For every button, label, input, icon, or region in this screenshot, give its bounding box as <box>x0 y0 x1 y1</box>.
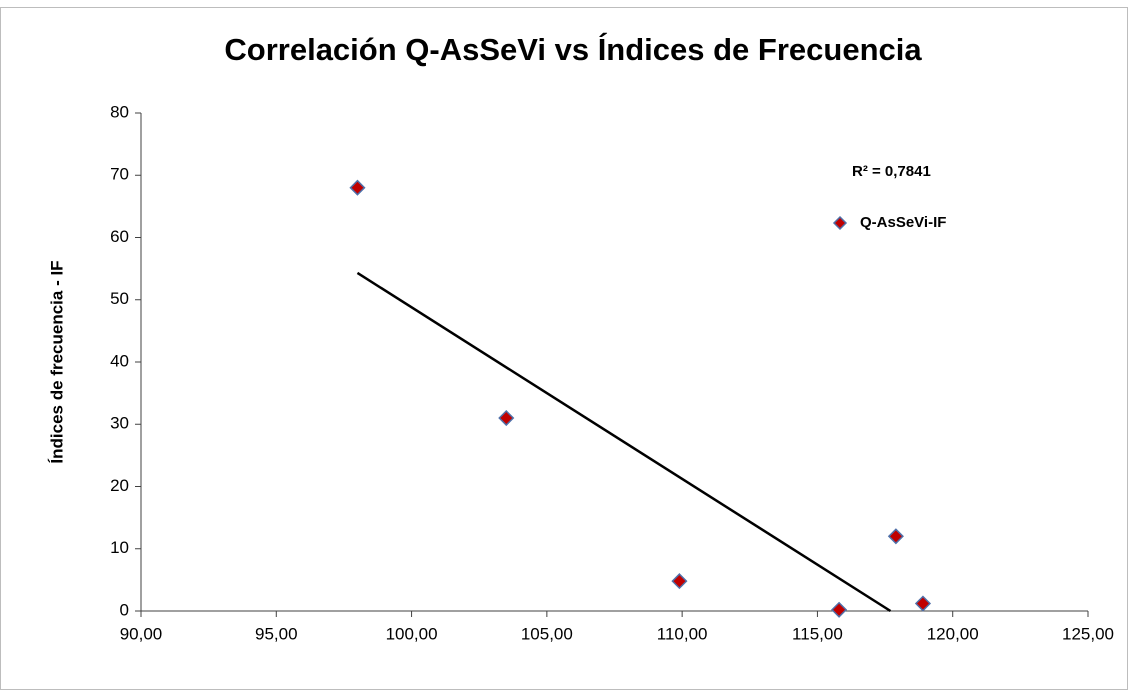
x-tick-label: 110,00 <box>657 624 708 643</box>
y-tick-label: 80 <box>110 102 129 121</box>
scatter-point <box>349 179 366 196</box>
scatter-point <box>914 595 932 612</box>
y-axis-label: Índices de frecuencia - IF <box>47 260 66 463</box>
legend-marker <box>832 215 848 231</box>
chart-border <box>0 7 1128 690</box>
y-tick-label: 30 <box>110 414 129 433</box>
y-tick-label: 40 <box>110 351 129 370</box>
scatter-point <box>831 601 848 618</box>
x-tick-label: 125,00 <box>1062 624 1114 643</box>
x-tick-label: 115,00 <box>792 624 843 643</box>
x-tick-label: 105,00 <box>521 624 573 643</box>
scatter-point <box>498 409 515 427</box>
y-tick-label: 60 <box>110 227 129 246</box>
y-tick-label: 0 <box>120 600 129 619</box>
chart-title: Correlación Q-AsSeVi vs Índices de Frecu… <box>224 32 922 67</box>
y-tick-label: 70 <box>110 165 129 184</box>
x-tick-label: 120,00 <box>927 624 979 643</box>
y-tick-label: 10 <box>110 538 129 557</box>
x-tick-label: 90,00 <box>120 624 163 643</box>
y-tick-label: 20 <box>110 476 129 495</box>
legend-label: Q-AsSeVi-IF <box>860 214 946 231</box>
annotation: R² = 0,7841 <box>852 163 931 180</box>
y-tick-label: 50 <box>110 289 129 308</box>
trendline <box>356 271 892 613</box>
scatter-point <box>887 528 904 545</box>
x-tick-label: 100,00 <box>386 624 438 643</box>
scatter-point <box>671 573 688 590</box>
x-tick-label: 95,00 <box>255 624 298 643</box>
